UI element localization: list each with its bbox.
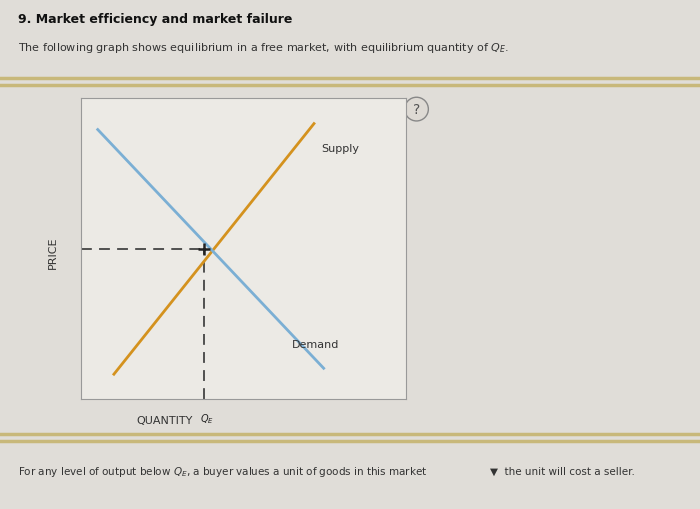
Text: PRICE: PRICE xyxy=(48,236,57,268)
Text: QUANTITY: QUANTITY xyxy=(136,415,192,425)
Text: Demand: Demand xyxy=(292,340,340,350)
Text: $Q_E$: $Q_E$ xyxy=(200,412,214,426)
Text: Supply: Supply xyxy=(321,144,359,153)
Text: ?: ? xyxy=(413,103,420,117)
Text: For any level of output below $Q_E$, a buyer values a unit of goods in this mark: For any level of output below $Q_E$, a b… xyxy=(18,464,427,478)
Text: 9. Market efficiency and market failure: 9. Market efficiency and market failure xyxy=(18,13,292,25)
Text: ▼  the unit will cost a seller.: ▼ the unit will cost a seller. xyxy=(490,466,635,476)
Text: The following graph shows equilibrium in a free market, with equilibrium quantit: The following graph shows equilibrium in… xyxy=(18,41,509,54)
